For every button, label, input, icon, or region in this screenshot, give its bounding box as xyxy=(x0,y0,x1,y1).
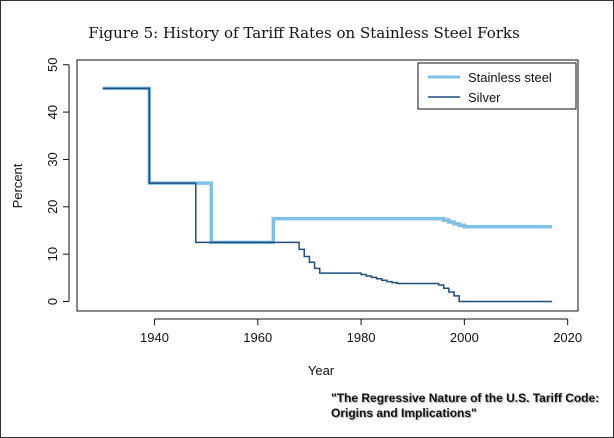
chart-title: Figure 5: History of Tariff Rates on Sta… xyxy=(88,24,519,42)
legend-box xyxy=(417,62,577,110)
y-axis: 0 10 20 30 40 50 xyxy=(45,58,70,305)
legend-label-stainless-steel: Stainless steel xyxy=(468,70,552,85)
y-axis-label: Percent xyxy=(10,163,25,208)
source-note-line-1: "The Regressive Nature of the U.S. Tarif… xyxy=(331,391,600,405)
x-axis-label: Year xyxy=(308,363,335,378)
source-note: "The Regressive Nature of the U.S. Tarif… xyxy=(331,391,611,421)
x-tick-label: 1980 xyxy=(347,330,376,345)
legend: Stainless steel Silver xyxy=(417,62,577,110)
legend-label-silver: Silver xyxy=(468,90,501,105)
y-tick-label: 50 xyxy=(45,58,60,72)
series-line-silver xyxy=(102,87,553,303)
plot-area-box xyxy=(76,59,579,312)
y-tick-label: 10 xyxy=(45,247,60,261)
series-line-stainless-steel xyxy=(102,86,553,245)
x-tick-label: 2020 xyxy=(553,330,582,345)
x-tick-label: 2000 xyxy=(450,330,479,345)
source-note-line-2: Origins and Implications" xyxy=(331,406,477,420)
series-layer xyxy=(102,86,553,303)
y-tick-label: 40 xyxy=(45,105,60,119)
y-tick-label: 0 xyxy=(45,298,60,305)
x-tick-label: 1960 xyxy=(243,330,272,345)
x-axis: 1940 1960 1980 2000 2020 xyxy=(140,318,582,345)
y-tick-label: 30 xyxy=(45,152,60,166)
x-tick-label: 1940 xyxy=(140,330,169,345)
y-tick-label: 20 xyxy=(45,200,60,214)
